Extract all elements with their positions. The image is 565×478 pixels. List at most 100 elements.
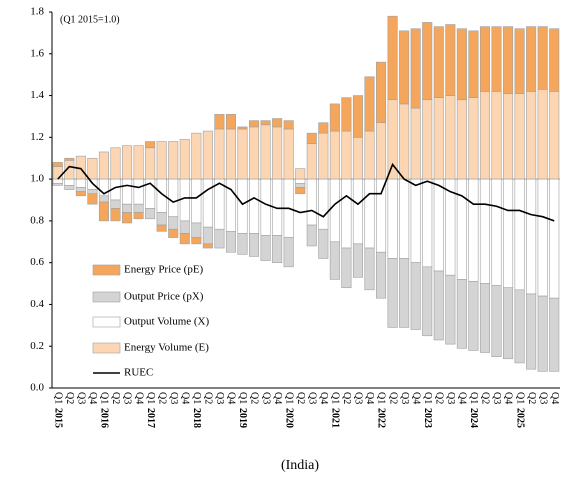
bar-segment bbox=[352, 178, 363, 245]
x-tick-label: Q4 bbox=[179, 392, 190, 404]
x-tick-label: Q2 bbox=[433, 392, 444, 404]
bar-segment bbox=[479, 91, 490, 180]
bar-segment bbox=[272, 118, 283, 128]
x-tick-label: Q1 bbox=[283, 392, 294, 404]
bar-segment bbox=[526, 91, 537, 180]
bar-segment bbox=[329, 241, 340, 280]
bar-segment bbox=[237, 178, 248, 234]
bar-segment bbox=[387, 178, 398, 259]
bar-segment bbox=[98, 201, 109, 222]
bar-segment bbox=[503, 178, 514, 289]
bar-segment bbox=[491, 91, 502, 180]
bar-segment bbox=[445, 95, 456, 180]
bar-segment bbox=[145, 208, 156, 220]
bar-segment bbox=[156, 141, 167, 180]
bar-segment bbox=[399, 30, 410, 105]
bar-segment bbox=[122, 178, 133, 205]
x-tick-label: Q4 bbox=[457, 392, 468, 404]
bar-segment bbox=[526, 178, 537, 295]
x-tick-label: Q4 bbox=[410, 392, 421, 404]
bar-segment bbox=[272, 235, 283, 263]
x-tick-label: Q2 bbox=[480, 392, 491, 404]
bar-segment bbox=[306, 143, 317, 180]
bar-segment bbox=[122, 145, 133, 180]
bar-segment bbox=[133, 145, 144, 180]
bar-segment bbox=[352, 137, 363, 180]
x-tick-label: Q3 bbox=[399, 392, 410, 404]
bar-segment bbox=[214, 114, 225, 130]
bar-segment bbox=[514, 289, 525, 364]
bar-segment bbox=[225, 114, 236, 130]
legend-swatch bbox=[92, 264, 121, 276]
bar-segment bbox=[295, 182, 306, 188]
bar-segment bbox=[202, 130, 213, 180]
bar-segment bbox=[422, 99, 433, 180]
bar-segment bbox=[202, 178, 213, 228]
bar-segment bbox=[456, 99, 467, 180]
bar-segment bbox=[237, 126, 248, 130]
bar-segment bbox=[75, 178, 86, 188]
bar-segment bbox=[52, 182, 63, 186]
bar-segment bbox=[87, 189, 98, 195]
y-tick-label: 1.8 bbox=[30, 6, 44, 18]
x-tick-label: Q1 bbox=[237, 392, 248, 404]
bar-segment bbox=[341, 130, 352, 180]
year-label: 2015 bbox=[52, 408, 63, 428]
caption: (India) bbox=[281, 458, 319, 473]
x-tick-label: Q2 bbox=[64, 392, 75, 404]
legend-swatch bbox=[92, 342, 121, 354]
bar-segment bbox=[260, 178, 271, 236]
bar-segment bbox=[318, 132, 329, 180]
x-tick-label: Q2 bbox=[156, 392, 167, 404]
legend-swatch bbox=[92, 291, 121, 303]
year-label: 2021 bbox=[330, 408, 341, 428]
bar-segment bbox=[549, 178, 560, 299]
bar-segment bbox=[422, 178, 433, 268]
legend-label: Energy Price (pE) bbox=[124, 264, 204, 276]
bar-segment bbox=[225, 128, 236, 180]
bar-segment bbox=[191, 237, 202, 245]
year-label: 2024 bbox=[468, 408, 479, 428]
x-tick-label: Q3 bbox=[445, 392, 456, 404]
bar-segment bbox=[179, 233, 190, 245]
bar-segment bbox=[110, 147, 121, 180]
bar-segment bbox=[156, 212, 167, 226]
x-tick-label: Q3 bbox=[353, 392, 364, 404]
bar-segment bbox=[87, 193, 98, 205]
bar-segment bbox=[491, 285, 502, 357]
bar-segment bbox=[318, 228, 329, 259]
y-tick-label: 1.0 bbox=[30, 173, 44, 185]
x-tick-label: Q4 bbox=[503, 392, 514, 404]
x-tick-label: Q3 bbox=[76, 392, 87, 404]
x-tick-label: Q3 bbox=[491, 392, 502, 404]
bar-segment bbox=[537, 295, 548, 372]
bar-segment bbox=[399, 258, 410, 328]
line bbox=[57, 162, 555, 222]
year-label: 2016 bbox=[99, 408, 110, 428]
bar-segment bbox=[399, 103, 410, 180]
bar-segment bbox=[225, 231, 236, 253]
legend-label: Energy Volume (E) bbox=[124, 342, 209, 354]
bar-segment bbox=[191, 132, 202, 180]
bar-segment bbox=[549, 91, 560, 180]
bar-segment bbox=[376, 251, 387, 299]
bar-segment bbox=[202, 226, 213, 245]
bar-segment bbox=[329, 103, 340, 132]
bar-segment bbox=[352, 243, 363, 278]
bar-segment bbox=[387, 15, 398, 101]
bar-segment bbox=[433, 97, 444, 180]
y-tick-label: 0.6 bbox=[30, 256, 44, 268]
x-tick-label: Q3 bbox=[306, 392, 317, 404]
bar-segment bbox=[318, 122, 329, 134]
x-tick-label: Q4 bbox=[549, 392, 560, 404]
bar-segment bbox=[376, 61, 387, 124]
bar-segment bbox=[433, 26, 444, 98]
bar-segment bbox=[468, 281, 479, 351]
bar-segment bbox=[445, 24, 456, 96]
bar-segment bbox=[549, 28, 560, 92]
bar-segment bbox=[98, 195, 109, 203]
legend-label: Output Price (pX) bbox=[124, 291, 204, 303]
bar-segment bbox=[387, 99, 398, 180]
bar-segment bbox=[283, 120, 294, 130]
bar-segment bbox=[249, 126, 260, 180]
